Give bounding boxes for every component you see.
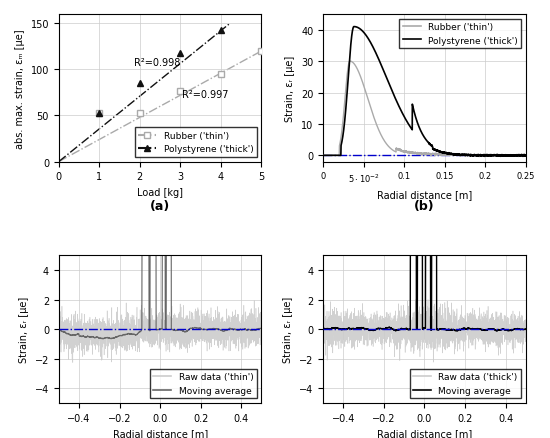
- Y-axis label: Strain, εᵣ [μe]: Strain, εᵣ [μe]: [285, 56, 295, 122]
- X-axis label: Radial distance [m]: Radial distance [m]: [377, 190, 472, 200]
- Y-axis label: Strain, εᵣ [μe]: Strain, εᵣ [μe]: [19, 296, 29, 362]
- X-axis label: Radial distance [m]: Radial distance [m]: [113, 428, 208, 438]
- X-axis label: Radial distance [m]: Radial distance [m]: [377, 428, 472, 438]
- Y-axis label: Strain, εᵣ [μe]: Strain, εᵣ [μe]: [283, 296, 294, 362]
- Y-axis label: abs. max. strain, εₘ [μe]: abs. max. strain, εₘ [μe]: [15, 29, 25, 148]
- X-axis label: Load [kg]: Load [kg]: [137, 187, 183, 198]
- Text: (a): (a): [150, 199, 170, 212]
- Text: R²=0.998: R²=0.998: [134, 58, 180, 67]
- Legend: Rubber ('thin'), Polystyrene ('thick'): Rubber ('thin'), Polystyrene ('thick'): [399, 19, 521, 49]
- Legend: Raw data ('thick'), Moving average: Raw data ('thick'), Moving average: [410, 369, 521, 399]
- Legend: Raw data ('thin'), Moving average: Raw data ('thin'), Moving average: [150, 369, 257, 399]
- Legend: Rubber ('thin'), Polystyrene ('thick'): Rubber ('thin'), Polystyrene ('thick'): [135, 128, 257, 158]
- Text: (b): (b): [414, 199, 434, 212]
- Text: R²=0.997: R²=0.997: [183, 90, 229, 100]
